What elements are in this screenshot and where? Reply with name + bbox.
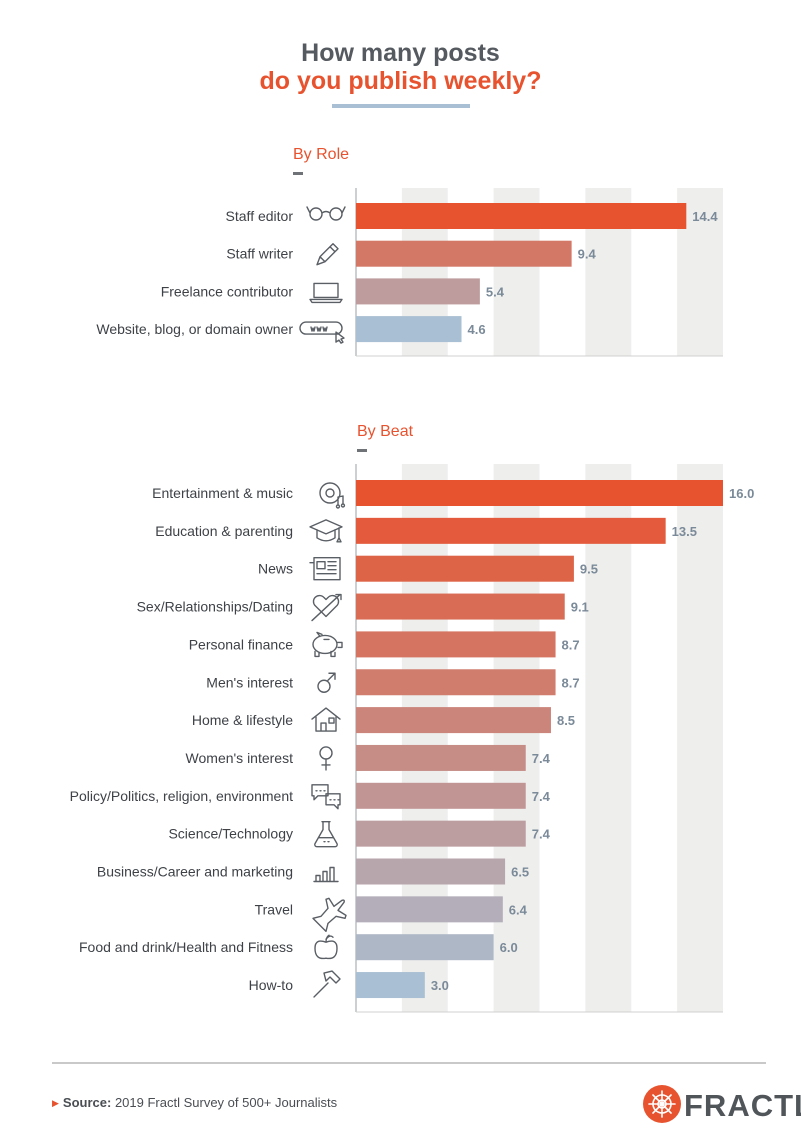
bar-1-9 — [356, 820, 526, 847]
bar-1-13 — [356, 972, 425, 999]
laptop-icon — [309, 282, 343, 304]
category-label: How-to — [249, 977, 294, 993]
chart-title-line-2: do you publish weekly? — [259, 67, 542, 95]
value-label: 7.4 — [532, 789, 551, 804]
grid-band — [401, 464, 448, 1012]
fractl-logo-icon — [643, 1085, 681, 1123]
bar-1-4 — [356, 631, 556, 658]
value-label: 7.4 — [532, 751, 551, 766]
value-label: 6.0 — [500, 940, 518, 955]
value-label: 16.0 — [729, 486, 754, 501]
bar-1-3 — [356, 593, 565, 620]
newspaper-icon — [309, 557, 341, 581]
glasses-icon — [306, 206, 346, 221]
www-cursor-icon — [299, 321, 345, 344]
grid-band — [493, 464, 540, 1012]
category-label: Sex/Relationships/Dating — [137, 599, 293, 615]
category-label: Policy/Politics, religion, environment — [70, 788, 293, 804]
chart-title-line-1: How many posts — [301, 39, 500, 67]
category-label: Website, blog, or domain owner — [96, 321, 293, 337]
category-label: Personal finance — [189, 636, 294, 652]
bar-1-7 — [356, 744, 526, 771]
value-label: 4.6 — [468, 322, 486, 337]
value-label: 7.4 — [532, 827, 551, 842]
airplane-icon — [312, 897, 347, 933]
bar-chart-icon — [313, 866, 339, 883]
section-dash-beat — [357, 449, 367, 452]
bar-1-8 — [356, 782, 526, 809]
grid-band — [677, 464, 723, 1012]
section-label-beat: By Beat — [357, 423, 414, 440]
category-label: Science/Technology — [168, 826, 293, 842]
category-label: Freelance contributor — [161, 283, 294, 299]
piggy-bank-icon — [312, 631, 343, 658]
category-label: News — [258, 561, 293, 577]
value-label: 9.1 — [571, 600, 589, 615]
bar-1-1 — [356, 517, 666, 544]
category-label: Business/Career and marketing — [97, 864, 293, 880]
value-label: 13.5 — [672, 524, 697, 539]
speech-bubbles-icon — [311, 784, 341, 810]
value-label: 8.5 — [557, 713, 575, 728]
category-label: Food and drink/Health and Fitness — [79, 939, 293, 955]
bar-1-11 — [356, 896, 503, 923]
category-label: Education & parenting — [155, 523, 293, 539]
bar-1-12 — [356, 934, 494, 961]
pen-icon — [316, 242, 339, 266]
source-text: 2019 Fractl Survey of 500+ Journalists — [114, 1095, 338, 1110]
hammer-icon — [313, 970, 341, 998]
bar-0-0 — [356, 203, 687, 229]
bullet-arrow-icon: ▶ — [52, 1098, 59, 1108]
value-label: 9.4 — [578, 247, 597, 262]
female-symbol-icon — [319, 746, 333, 771]
value-label: 6.4 — [509, 902, 528, 917]
category-label: Staff writer — [226, 246, 293, 262]
value-label: 6.5 — [511, 865, 529, 880]
heart-arrow-icon — [311, 593, 342, 622]
value-label: 5.4 — [486, 284, 505, 299]
value-label: 8.7 — [562, 675, 580, 690]
flask-icon — [314, 820, 338, 848]
bar-1-0 — [356, 480, 723, 506]
bar-1-6 — [356, 707, 551, 734]
section-label-role: By Role — [293, 146, 350, 163]
source-label: Source: — [62, 1095, 112, 1110]
male-symbol-icon — [317, 672, 336, 693]
bar-1-2 — [356, 555, 574, 582]
house-icon — [311, 707, 341, 732]
value-label: 3.0 — [431, 978, 449, 993]
bar-1-5 — [356, 669, 556, 696]
category-label: Women's interest — [186, 750, 294, 766]
fractl-logo-text: FRACTL — [684, 1088, 801, 1123]
bar-0-2 — [356, 278, 480, 305]
title-underline — [332, 104, 470, 108]
section-dash-role — [293, 172, 303, 175]
bar-0-1 — [356, 240, 572, 267]
value-label: 14.4 — [692, 209, 718, 224]
graduation-cap-icon — [309, 519, 343, 543]
category-label: Travel — [255, 901, 293, 917]
source-note: ▶ Source: 2019 Fractl Survey of 500+ Jour… — [52, 1095, 337, 1110]
value-label: 9.5 — [580, 562, 598, 577]
value-label: 8.7 — [562, 637, 580, 652]
category-label: Staff editor — [226, 208, 294, 224]
footer-divider — [52, 1062, 766, 1064]
bar-0-3 — [356, 316, 462, 343]
apple-icon — [314, 934, 338, 960]
category-label: Men's interest — [206, 674, 293, 690]
category-label: Home & lifestyle — [192, 712, 293, 728]
bar-1-10 — [356, 858, 506, 885]
category-label: Entertainment & music — [152, 485, 293, 501]
disc-music-icon — [319, 482, 346, 509]
grid-band — [585, 464, 632, 1012]
